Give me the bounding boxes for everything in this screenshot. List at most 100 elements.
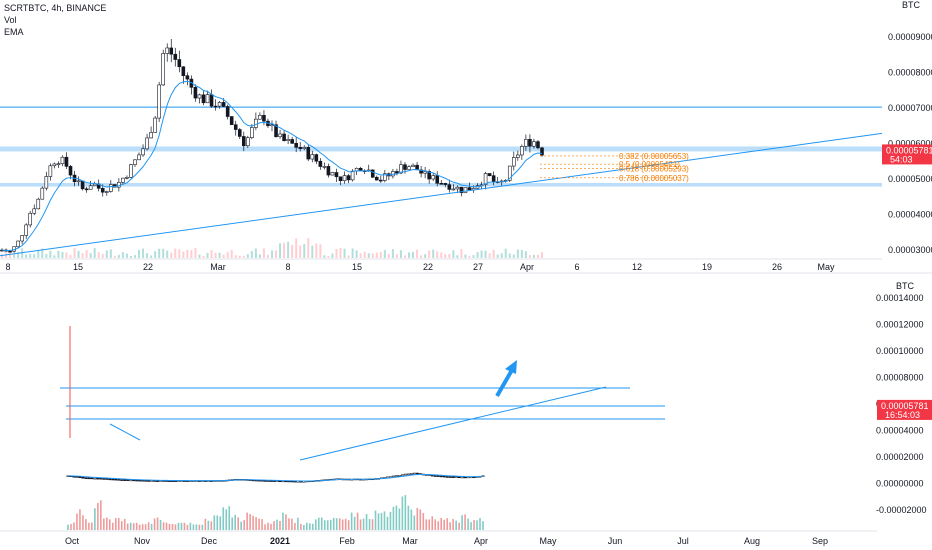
- volume-bar: [218, 252, 221, 258]
- volume-bar: [41, 248, 44, 258]
- candle-up: [250, 127, 254, 138]
- candle-down: [442, 475, 446, 478]
- volume-bar: [383, 250, 386, 258]
- volume-bar: [408, 252, 411, 258]
- candle-up: [460, 476, 464, 479]
- candle-down: [84, 188, 89, 191]
- up-arrow-head: [505, 360, 517, 374]
- volume-bar: [410, 509, 413, 530]
- volume-bar: [159, 519, 162, 530]
- y-tick-label: 0.00012000: [876, 320, 924, 330]
- support-zone: [0, 146, 882, 152]
- volume-bar: [144, 524, 147, 530]
- top-chart-panel[interactable]: 0.382 (0.00005653)0.5 (0.00005421)0.618 …: [0, 0, 932, 272]
- volume-bar: [37, 249, 40, 258]
- volume-bar: [528, 255, 531, 258]
- candle-up: [310, 154, 315, 160]
- candle-down: [123, 479, 127, 481]
- candle-down: [185, 75, 190, 80]
- volume-bar: [287, 241, 290, 258]
- x-tick-label: May: [817, 262, 835, 272]
- volume-bar: [162, 522, 165, 530]
- volume-bar: [106, 517, 108, 530]
- volume-bar: [234, 255, 237, 258]
- x-tick-label: 8: [5, 262, 10, 272]
- volume-bar: [434, 519, 437, 530]
- volume-bar: [399, 250, 402, 258]
- volume-bar: [201, 524, 204, 530]
- top-plot-area: [0, 0, 882, 260]
- candle-down: [448, 476, 452, 478]
- volume-bar: [61, 252, 64, 258]
- candle-down: [169, 47, 174, 55]
- volume-bar: [114, 518, 117, 530]
- candle-up: [246, 137, 250, 147]
- candle-down: [68, 166, 73, 176]
- candle-down: [87, 477, 91, 480]
- volume-bar: [206, 252, 209, 258]
- volume-bar: [444, 254, 447, 258]
- volume-bar: [154, 251, 157, 258]
- candle-up: [278, 133, 282, 138]
- volume-bar: [243, 520, 245, 530]
- volume-bar: [297, 517, 299, 530]
- volume-bar: [295, 238, 298, 258]
- currency-label: BTC: [896, 281, 915, 291]
- volume-bar: [476, 520, 478, 530]
- volume-bar: [142, 248, 145, 258]
- volume-bar: [317, 517, 320, 530]
- volume-bar: [309, 523, 311, 530]
- candle-down: [108, 478, 112, 481]
- candle-down: [439, 183, 444, 185]
- volume-bar: [300, 523, 302, 530]
- volume-bar: [473, 520, 475, 530]
- volume-bar: [484, 250, 487, 258]
- candle-up: [161, 53, 165, 86]
- volume-bar: [387, 253, 390, 258]
- volume-bar: [455, 520, 457, 530]
- candle-down: [435, 175, 440, 184]
- volume-bar: [363, 251, 366, 258]
- volume-bar: [291, 244, 294, 258]
- ema-line: [67, 473, 484, 482]
- volume-bar: [13, 254, 16, 258]
- volume-bar: [238, 255, 241, 258]
- volume-bar: [97, 252, 100, 258]
- volume-bar: [132, 523, 135, 530]
- volume-bar: [432, 249, 435, 258]
- x-tick-label: Dec: [201, 536, 218, 546]
- volume-bar: [156, 517, 159, 530]
- candle-up: [40, 187, 45, 200]
- volume-bar: [77, 250, 80, 258]
- volume-bar: [81, 253, 84, 258]
- volume-bar: [440, 252, 443, 258]
- volume-bar: [476, 252, 479, 258]
- candle-up: [532, 141, 536, 147]
- y-tick-label: 0.00005000: [888, 174, 932, 184]
- volume-bar: [126, 523, 129, 530]
- volume-bar: [138, 249, 141, 258]
- volume-bar: [446, 518, 448, 530]
- volume-bar: [386, 516, 389, 530]
- volume-bar: [195, 524, 198, 530]
- volume-bar: [234, 514, 236, 530]
- bottom-chart-panel[interactable]: BTC -0.00002000 0.00000000 0.00002000 0.0000…: [0, 274, 932, 546]
- candle-down: [374, 176, 379, 181]
- volume-bar: [166, 250, 169, 258]
- x-tick-label: 22: [143, 262, 153, 272]
- candle-down: [290, 139, 294, 144]
- volume-bar: [468, 255, 471, 258]
- candle-up: [104, 191, 109, 193]
- volume-bar: [226, 251, 229, 258]
- y-tick-label: 0.00006000: [888, 139, 932, 149]
- volume-bar: [178, 249, 181, 258]
- volume-bar: [222, 507, 225, 530]
- volume-bar: [350, 512, 353, 530]
- candle-down: [64, 156, 69, 167]
- ascending-trendline: [299, 386, 607, 461]
- candle-down: [144, 480, 148, 482]
- candle-up: [129, 479, 133, 482]
- volume-bar: [355, 250, 358, 258]
- volume-bar: [82, 515, 84, 530]
- candle-down: [403, 164, 407, 170]
